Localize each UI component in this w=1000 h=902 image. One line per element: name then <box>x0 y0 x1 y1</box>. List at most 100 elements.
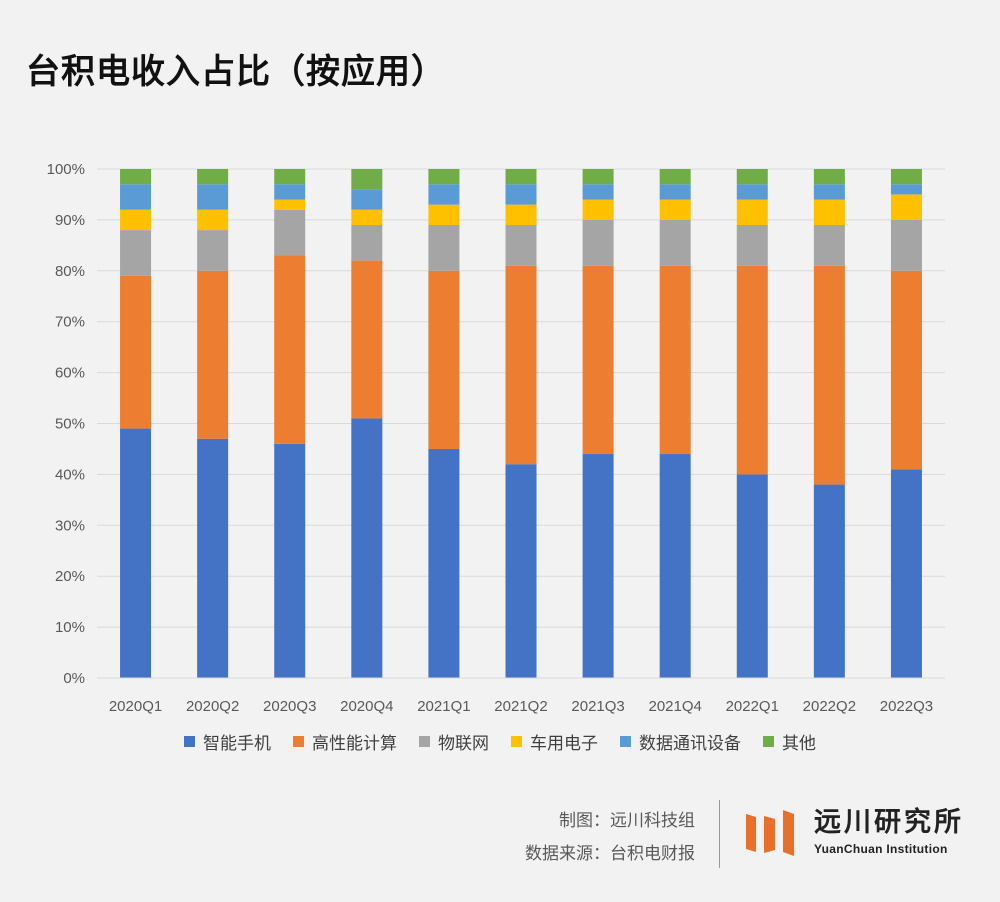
legend-swatch <box>184 736 195 747</box>
legend-swatch <box>419 736 430 747</box>
y-tick-label: 30% <box>55 517 85 534</box>
legend-item: 其他 <box>763 729 816 754</box>
bar-segment <box>582 169 614 185</box>
bar-segment <box>197 270 229 439</box>
bar-segment <box>274 169 306 185</box>
bar-segment <box>274 199 306 210</box>
bar-segment <box>505 184 537 205</box>
legend-swatch <box>763 736 774 747</box>
x-tick-label: 2022Q2 <box>803 698 856 715</box>
bar-segment <box>428 169 460 185</box>
bar-segment <box>351 189 383 210</box>
legend-item: 数据通讯设备 <box>620 729 741 754</box>
legend-item: 智能手机 <box>184 729 271 754</box>
bar-segment <box>890 194 922 220</box>
bar-segment <box>120 209 152 231</box>
legend-item: 车用电子 <box>511 729 598 754</box>
bar-segment <box>582 454 614 678</box>
bar-segment <box>659 265 691 455</box>
bar-segment <box>505 265 537 465</box>
bar-segment <box>582 265 614 455</box>
bar-segment <box>197 184 229 210</box>
bar-segment <box>736 224 768 266</box>
bar-segment <box>813 199 845 225</box>
bar-segment <box>274 255 306 444</box>
bar-segment <box>428 184 460 205</box>
bar-segment <box>582 184 614 200</box>
bar-segment <box>659 219 691 266</box>
bar-segment <box>505 464 537 678</box>
y-tick-label: 0% <box>63 670 85 687</box>
bar-segment <box>890 469 922 678</box>
bar-segment <box>274 443 306 678</box>
y-tick-label: 90% <box>55 212 85 229</box>
bar-segment <box>505 169 537 185</box>
logo-name-cn: 远川研究所 <box>814 807 964 838</box>
bar-segment <box>351 169 383 190</box>
bar-segment <box>274 184 306 200</box>
y-tick-label: 60% <box>55 365 85 382</box>
x-tick-label: 2020Q1 <box>109 698 162 715</box>
bar-segment <box>736 265 768 475</box>
bar-segment <box>120 230 152 276</box>
y-tick-label: 70% <box>55 314 85 331</box>
bar-segment <box>659 454 691 678</box>
bar-segment <box>197 209 229 231</box>
brand-logo: 远川研究所 YuanChuan Institution <box>744 806 964 858</box>
data-source-credit: 数据来源：台积电财报 <box>525 844 695 864</box>
bar-segment <box>120 169 152 185</box>
bar-segment <box>813 169 845 185</box>
bar-segment <box>197 169 229 185</box>
legend-item: 物联网 <box>419 729 489 754</box>
chart-maker-credit: 制图：远川科技组 <box>559 811 695 831</box>
x-tick-label: 2020Q3 <box>263 698 316 715</box>
bar-segment <box>736 184 768 200</box>
bar-segment <box>659 199 691 220</box>
bar-segment <box>890 270 922 470</box>
x-tick-label: 2022Q1 <box>726 698 779 715</box>
bar-segment <box>120 428 152 678</box>
x-tick-label: 2021Q1 <box>417 698 470 715</box>
bar-segment <box>736 199 768 225</box>
bar-segment <box>274 209 306 256</box>
footer-divider <box>719 800 720 868</box>
bar-segment <box>736 474 768 678</box>
y-tick-label: 10% <box>55 619 85 636</box>
legend-label: 车用电子 <box>530 734 598 754</box>
x-tick-label: 2020Q2 <box>186 698 239 715</box>
y-tick-label: 100% <box>47 161 85 178</box>
chart-title: 台积电收入占比（按应用） <box>26 52 446 92</box>
logo-name-en: YuanChuan Institution <box>814 842 948 856</box>
legend-label: 高性能计算 <box>312 734 397 754</box>
bar-segment <box>428 270 460 449</box>
bar-segment <box>813 184 845 200</box>
stacked-bar-chart: 0% 10% 20% 30% 40% 50% 60% 70% 80% 90% 100% 2020Q1 2… <box>47 161 945 715</box>
bar-segment <box>582 199 614 220</box>
x-tick-label: 2021Q4 <box>648 698 701 715</box>
legend-swatch <box>511 736 522 747</box>
bar-segment <box>659 169 691 185</box>
footer-credits: 制图：远川科技组 数据来源：台积电财报 <box>525 805 695 871</box>
y-tick-label: 50% <box>55 416 85 433</box>
y-tick-label: 20% <box>55 568 85 585</box>
bar-segment <box>197 438 229 678</box>
x-tick-label: 2022Q3 <box>880 698 933 715</box>
legend-swatch <box>293 736 304 747</box>
y-tick-label: 40% <box>55 466 85 483</box>
bar-segment <box>813 224 845 266</box>
bar-segment <box>120 184 152 210</box>
bar-segment <box>736 169 768 185</box>
bar-segment <box>428 448 460 678</box>
legend-label: 智能手机 <box>203 734 271 754</box>
bar-segment <box>351 418 383 678</box>
legend-label: 数据通讯设备 <box>639 734 741 754</box>
logo-mark-icon <box>746 810 794 856</box>
chart-legend: 智能手机 高性能计算 物联网 车用电子 数据通讯设备 其他 <box>0 729 1000 754</box>
x-tick-label: 2021Q2 <box>494 698 547 715</box>
bar-segment <box>197 230 229 271</box>
bar-segment <box>505 204 537 225</box>
bar-segment <box>505 224 537 266</box>
legend-label: 其他 <box>782 734 816 754</box>
legend-swatch <box>620 736 631 747</box>
bar-segment <box>890 169 922 185</box>
